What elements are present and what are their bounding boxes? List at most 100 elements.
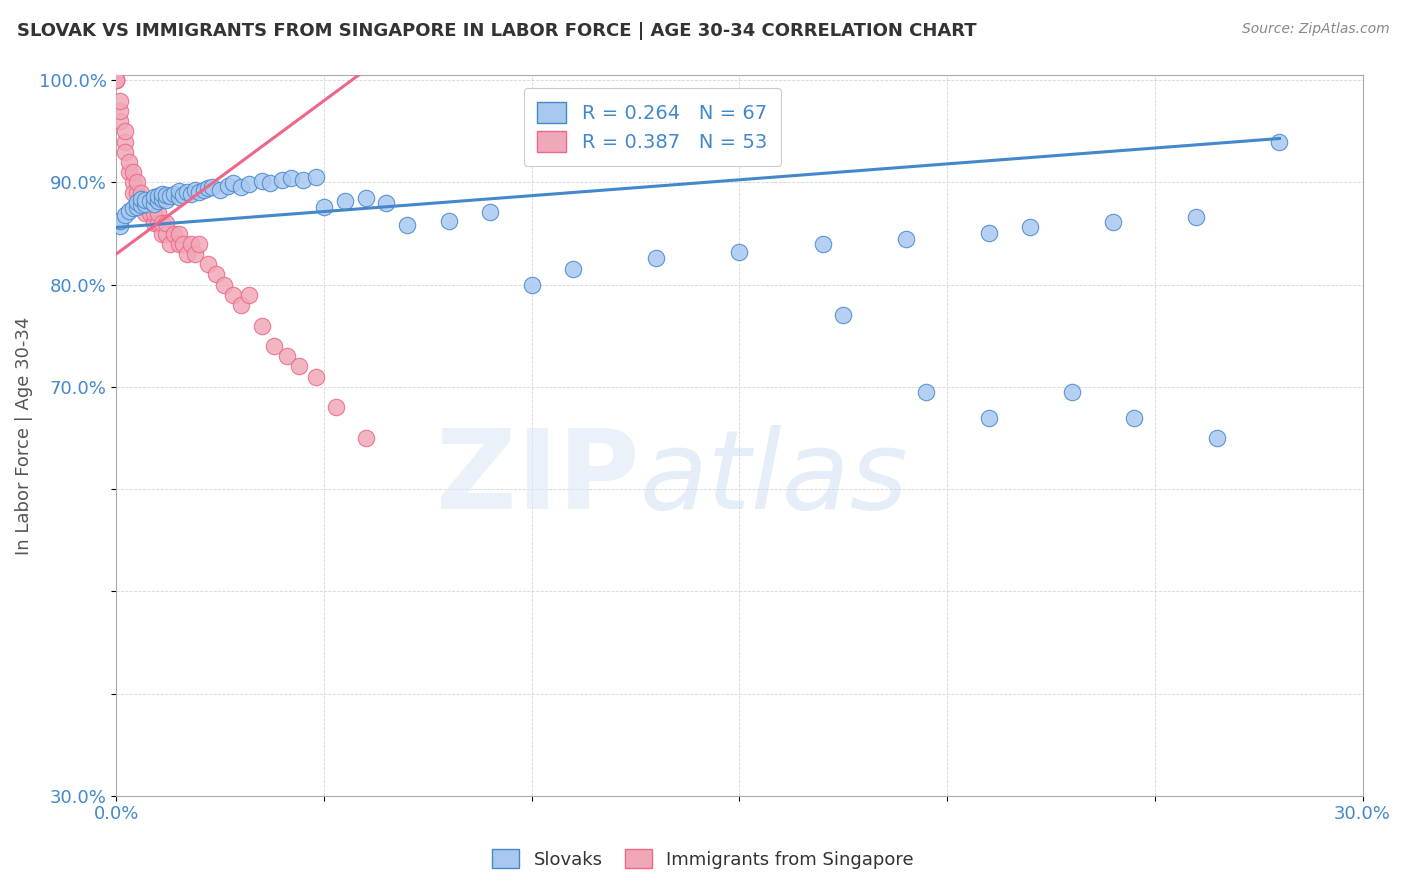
Point xyxy=(180,236,202,251)
Point xyxy=(122,165,145,179)
Point xyxy=(263,339,285,353)
Point xyxy=(520,277,543,292)
Point xyxy=(134,197,156,211)
Point xyxy=(114,135,136,149)
Point xyxy=(209,183,232,197)
Point xyxy=(142,216,165,230)
Point xyxy=(122,201,145,215)
Point xyxy=(259,177,281,191)
Point xyxy=(105,73,128,87)
Point xyxy=(396,219,419,233)
Point xyxy=(122,186,145,200)
Point xyxy=(375,195,398,210)
Point xyxy=(276,349,298,363)
Point xyxy=(1060,384,1083,399)
Point xyxy=(333,194,356,208)
Point xyxy=(163,186,186,201)
Point xyxy=(915,384,938,399)
Point xyxy=(250,174,273,188)
Point xyxy=(250,318,273,333)
Point xyxy=(221,288,243,302)
Point xyxy=(125,176,148,190)
Point xyxy=(977,410,1000,425)
Point xyxy=(325,401,347,415)
Point xyxy=(142,206,165,220)
Point xyxy=(129,195,152,210)
Point xyxy=(305,170,328,185)
Point xyxy=(142,190,165,204)
Point xyxy=(105,73,128,87)
Point xyxy=(138,195,160,210)
Point xyxy=(1268,135,1291,149)
Point xyxy=(167,184,190,198)
Point xyxy=(193,183,215,197)
Text: ZIP: ZIP xyxy=(436,425,640,533)
Point xyxy=(146,206,169,220)
Point xyxy=(167,236,190,251)
Point xyxy=(150,227,173,241)
Point xyxy=(125,200,148,214)
Point xyxy=(201,179,224,194)
Point xyxy=(125,186,148,200)
Point xyxy=(159,188,181,202)
Point xyxy=(1206,431,1229,445)
Point xyxy=(125,194,148,209)
Point xyxy=(184,247,207,261)
Point xyxy=(110,103,132,118)
Point xyxy=(129,198,152,212)
Point xyxy=(105,73,128,87)
Point xyxy=(184,183,207,197)
Point xyxy=(129,186,152,200)
Point xyxy=(176,185,198,199)
Point xyxy=(354,191,377,205)
Text: atlas: atlas xyxy=(640,425,908,533)
Point xyxy=(167,227,190,241)
Point xyxy=(110,94,132,108)
Point xyxy=(354,431,377,445)
Point xyxy=(205,268,228,282)
Point xyxy=(197,180,219,194)
Point xyxy=(271,173,294,187)
Point xyxy=(155,187,177,202)
Point xyxy=(155,227,177,241)
Point xyxy=(129,192,152,206)
Legend: R = 0.264   N = 67, R = 0.387   N = 53: R = 0.264 N = 67, R = 0.387 N = 53 xyxy=(523,88,780,166)
Point xyxy=(134,193,156,207)
Point xyxy=(229,298,252,312)
Point xyxy=(1102,215,1125,229)
Point xyxy=(832,309,855,323)
Point xyxy=(172,236,194,251)
Point xyxy=(118,155,141,169)
Point xyxy=(110,219,132,234)
Point xyxy=(138,206,160,220)
Point xyxy=(221,177,243,191)
Point xyxy=(197,257,219,271)
Point xyxy=(1019,220,1042,235)
Point xyxy=(229,179,252,194)
Point xyxy=(114,124,136,138)
Point xyxy=(134,206,156,220)
Point xyxy=(305,369,328,384)
Point xyxy=(238,178,260,192)
Point xyxy=(437,214,460,228)
Point xyxy=(134,195,156,210)
Point xyxy=(1185,210,1208,224)
Point xyxy=(176,247,198,261)
Point xyxy=(142,197,165,211)
Point xyxy=(217,178,239,193)
Point xyxy=(288,359,311,374)
Point xyxy=(292,173,315,187)
Point xyxy=(105,73,128,87)
Point xyxy=(146,194,169,208)
Point xyxy=(155,216,177,230)
Point xyxy=(214,277,236,292)
Point xyxy=(118,204,141,219)
Legend: Slovaks, Immigrants from Singapore: Slovaks, Immigrants from Singapore xyxy=(485,842,921,876)
Point xyxy=(122,176,145,190)
Point xyxy=(110,114,132,128)
Point xyxy=(114,145,136,159)
Text: Source: ZipAtlas.com: Source: ZipAtlas.com xyxy=(1241,22,1389,37)
Point xyxy=(155,193,177,207)
Point xyxy=(977,226,1000,240)
Y-axis label: In Labor Force | Age 30-34: In Labor Force | Age 30-34 xyxy=(15,317,32,555)
